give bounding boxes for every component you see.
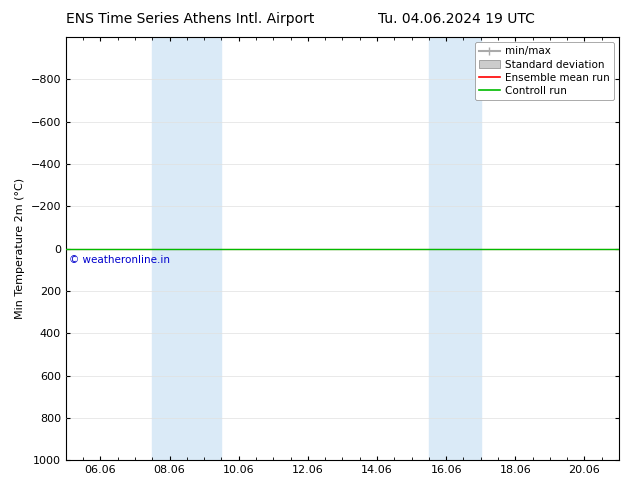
Bar bbox=[152, 37, 221, 460]
Text: ENS Time Series Athens Intl. Airport: ENS Time Series Athens Intl. Airport bbox=[66, 12, 314, 26]
Text: © weatheronline.in: © weatheronline.in bbox=[68, 255, 170, 265]
Bar bbox=[429, 37, 481, 460]
Legend: min/max, Standard deviation, Ensemble mean run, Controll run: min/max, Standard deviation, Ensemble me… bbox=[475, 42, 614, 100]
Text: Tu. 04.06.2024 19 UTC: Tu. 04.06.2024 19 UTC bbox=[378, 12, 535, 26]
Y-axis label: Min Temperature 2m (°C): Min Temperature 2m (°C) bbox=[15, 178, 25, 319]
